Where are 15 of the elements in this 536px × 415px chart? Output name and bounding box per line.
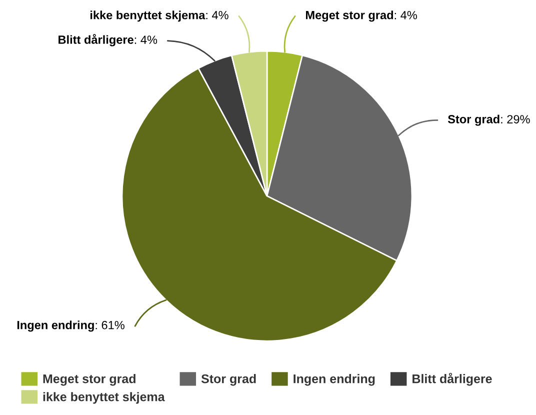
legend-label: Blitt dårligere [412,372,492,386]
legend-label: Stor grad [201,374,256,386]
slice-label: ikke benyttet skjema [90,10,206,22]
data-label: : 4% [206,10,228,20]
data-label: : 61% [96,320,124,330]
data-label: : 29% [501,115,530,124]
slice-label: Blitt dårligere [58,34,134,46]
slice-label: Meget stor grad [306,10,393,22]
slice-label: Ingen endring [17,320,94,332]
data-label: : 4% [394,11,417,20]
slice-label: Stor grad [448,114,500,126]
legend-label: Meget stor grad [43,374,136,386]
legend-label: ikke benyttet skjema [43,392,165,404]
legend-label: Ingen endring [294,374,375,386]
data-label: : 4% [134,36,158,44]
